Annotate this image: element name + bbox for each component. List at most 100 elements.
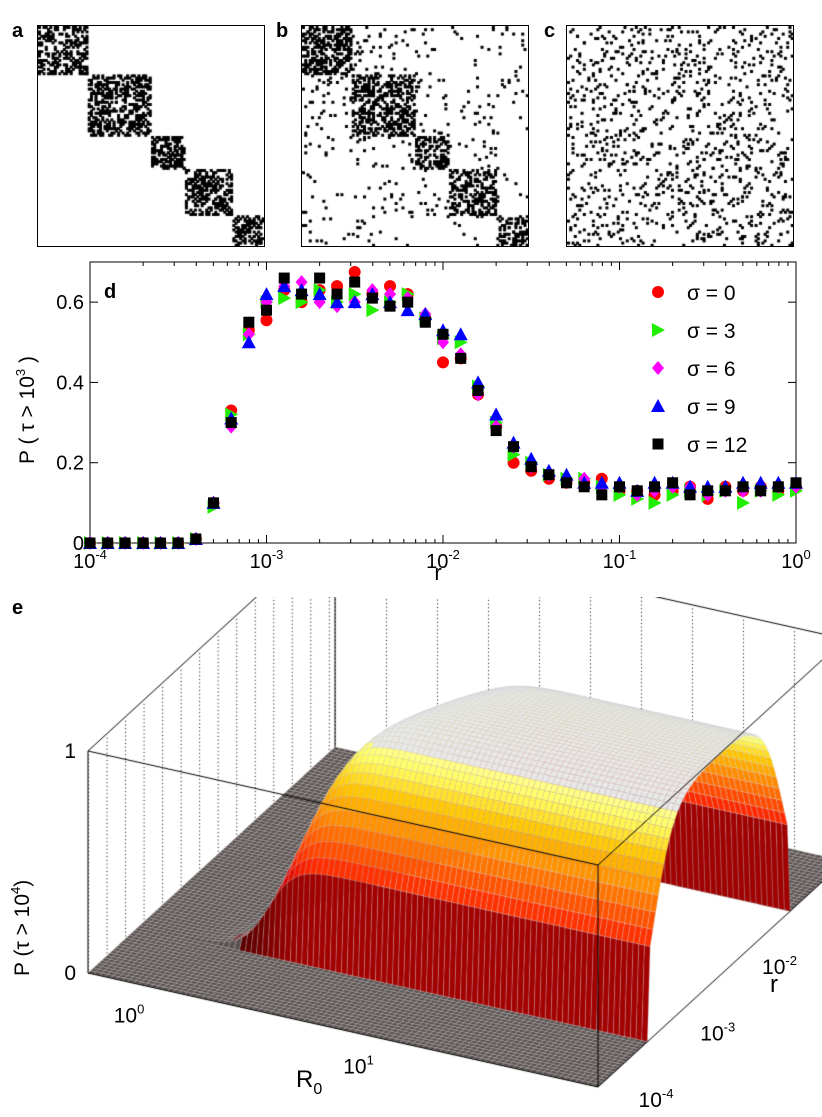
- legend-label-4: σ = 12: [687, 434, 747, 457]
- chart-e-ylabel: r: [770, 971, 778, 998]
- matrix-c-canvas: [567, 26, 793, 246]
- chart-d-point-4: [525, 461, 537, 473]
- chart-d-point-4: [331, 288, 343, 300]
- chart-d-point-2: [384, 287, 397, 302]
- chart-d-point-0: [384, 280, 397, 293]
- chart-d-point-2: [242, 327, 255, 342]
- chart-d-point-4: [296, 288, 308, 300]
- legend-label-1: σ = 3: [687, 320, 736, 343]
- chart-d-point-3: [330, 295, 345, 309]
- legend-marker-1: [652, 323, 665, 337]
- chart-d-point-4: [172, 537, 184, 549]
- chart-d-point-4: [790, 477, 802, 489]
- legend-marker-4: [652, 438, 664, 450]
- chart-d-point-4: [649, 481, 661, 493]
- chart-d-legend: σ = 0 σ = 3 σ = 6 σ = 9 σ = 12: [651, 282, 747, 457]
- chart-d-xtick-label: 10-1: [603, 547, 637, 573]
- chart-d-point-4: [684, 489, 696, 501]
- chart-d-ytick-label: 0.2: [56, 453, 84, 475]
- chart-d-ytick-label: 0.4: [56, 372, 84, 394]
- chart-d-point-4: [243, 316, 255, 328]
- chart-d-point-3: [312, 287, 327, 301]
- matrix-a-canvas: [38, 26, 264, 246]
- chart-d-point-4: [137, 537, 149, 549]
- chart-d-point-4: [384, 300, 396, 312]
- chart-e-xtick-label: 101: [343, 1053, 374, 1079]
- chart-e-ytick-label: 10-4: [639, 1086, 674, 1112]
- matrix-b: [301, 25, 529, 247]
- chart-d-point-4: [208, 497, 220, 509]
- chart-e-ztick-label: 1: [64, 740, 76, 763]
- chart-d-point-4: [366, 292, 378, 304]
- chart-d-point-4: [561, 477, 573, 489]
- chart-d-point-4: [314, 272, 326, 284]
- chart-d-point-4: [155, 537, 167, 549]
- chart-d-point-4: [455, 352, 467, 364]
- chart-e-ytick-label: 10-2: [762, 953, 797, 979]
- chart-e-surface: [0, 597, 822, 1117]
- chart-d-point-3: [453, 327, 468, 341]
- panel-letter-d: d: [104, 281, 116, 303]
- chart-d-xtick-label: 10-2: [426, 547, 460, 573]
- chart-d-point-4: [419, 316, 431, 328]
- panel-letter-b: b: [276, 20, 289, 42]
- legend-label-0: σ = 0: [687, 282, 736, 305]
- chart-d-point-1: [348, 287, 362, 302]
- chart-d-point-0: [348, 266, 361, 279]
- panel-letter-a: a: [12, 20, 24, 42]
- chart-d-point-4: [719, 485, 731, 497]
- chart-e-xtick-label: 100: [114, 1001, 145, 1027]
- chart-d-ytick-label: 0: [73, 533, 84, 555]
- chart-d-point-4: [84, 537, 96, 549]
- chart-d-ylabel: P ( τ > 103 ): [13, 356, 39, 464]
- chart-d-marks: [83, 266, 803, 550]
- chart-d-point-1: [666, 487, 680, 502]
- chart-d-point-1: [366, 303, 380, 318]
- legend-marker-0: [652, 286, 664, 298]
- panel-letter-c: c: [544, 20, 556, 42]
- chart-d-axes: 10-4 10-3 10-2 10-1 100 0 0.2 0.4 0.6: [56, 261, 811, 573]
- chart-d-xtick-label: 10-3: [250, 547, 284, 573]
- chart-d-point-4: [667, 477, 679, 489]
- chart-d-xlabel: r: [434, 560, 441, 585]
- chart-d-point-4: [225, 417, 237, 429]
- chart-e-xlabel: R0: [296, 1066, 322, 1098]
- chart-d-point-4: [472, 384, 484, 396]
- chart-d-point-3: [594, 475, 609, 489]
- chart-d-point-4: [631, 485, 643, 497]
- chart-d-point-0: [260, 314, 273, 327]
- chart-d-point-0: [437, 356, 449, 369]
- matrix-c: [566, 25, 794, 247]
- chart-d-point-4: [102, 537, 114, 549]
- chart-e-zlabel-text: P (τ > 104): [8, 880, 34, 976]
- chart-e-ztick-label: 0: [64, 962, 76, 985]
- chart-d-point-3: [259, 287, 274, 301]
- legend-marker-2: [652, 361, 664, 375]
- chart-d-point-4: [190, 533, 202, 545]
- chart-d-point-4: [702, 485, 714, 497]
- chart-d-point-4: [737, 481, 749, 493]
- chart-d-point-1: [278, 291, 292, 306]
- chart-d-point-4: [261, 304, 272, 316]
- chart-d-xtick-label: 100: [781, 547, 810, 573]
- legend-label-2: σ = 6: [687, 358, 736, 381]
- legend-marker-3: [651, 399, 665, 412]
- chart-d-point-4: [578, 481, 590, 493]
- chart-d-point-2: [437, 335, 449, 350]
- chart-d-point-2: [313, 295, 326, 310]
- chart-d-point-4: [119, 537, 131, 549]
- matrix-b-canvas: [302, 26, 528, 246]
- chart-d-point-3: [400, 303, 415, 317]
- chart-e-ytick-label: 10-3: [700, 1020, 735, 1046]
- legend-label-3: σ = 9: [687, 396, 736, 419]
- chart-d-point-4: [437, 328, 449, 340]
- chart-d-point-4: [543, 469, 555, 481]
- chart-d-point-3: [347, 295, 362, 309]
- chart-d-point-4: [596, 489, 608, 501]
- matrix-a: [37, 25, 265, 247]
- chart-d-ytick-label: 0.6: [56, 292, 84, 314]
- chart-d-point-1: [737, 495, 751, 510]
